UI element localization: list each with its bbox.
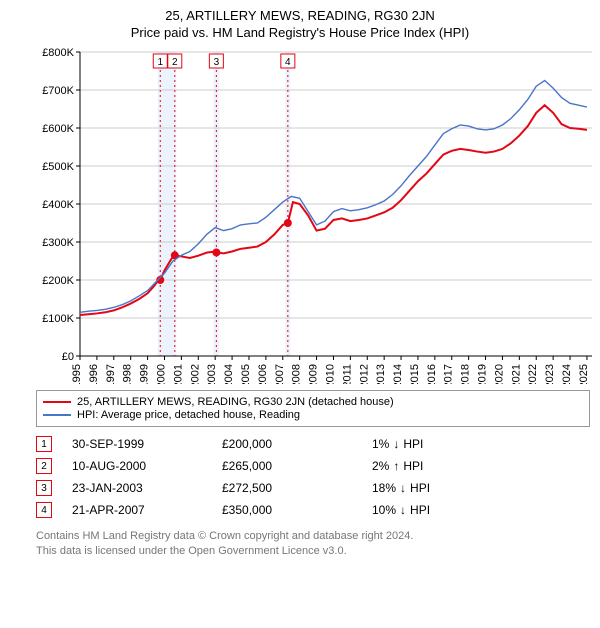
- svg-text:2015: 2015: [409, 364, 421, 384]
- svg-text:2020: 2020: [493, 364, 505, 384]
- svg-text:1997: 1997: [105, 364, 117, 384]
- svg-text:£400K: £400K: [42, 199, 74, 211]
- svg-text:2023: 2023: [544, 364, 556, 384]
- svg-text:£700K: £700K: [42, 85, 74, 97]
- legend-label: HPI: Average price, detached house, Read…: [77, 409, 300, 421]
- svg-text:4: 4: [285, 57, 291, 68]
- sale-marker-index: 3: [36, 480, 52, 496]
- sale-price: £265,000: [222, 459, 372, 473]
- svg-text:2011: 2011: [341, 364, 353, 384]
- svg-text:2007: 2007: [274, 364, 286, 384]
- arrow-down-icon: ↓: [400, 503, 406, 517]
- svg-text:£500K: £500K: [42, 161, 74, 173]
- svg-text:£600K: £600K: [42, 123, 74, 135]
- footer-text: Contains HM Land Registry data © Crown c…: [36, 529, 576, 560]
- svg-text:3: 3: [214, 57, 220, 68]
- svg-text:2005: 2005: [240, 364, 252, 384]
- footer-line-1: Contains HM Land Registry data © Crown c…: [36, 529, 576, 544]
- svg-text:2012: 2012: [358, 364, 370, 384]
- table-row: 2 10-AUG-2000£265,0002%↑HPI: [36, 455, 576, 477]
- svg-text:£800K: £800K: [42, 47, 74, 59]
- sale-hpi-delta: 1%↓HPI: [372, 437, 423, 451]
- page-title: 25, ARTILLERY MEWS, READING, RG30 2JN: [0, 8, 600, 23]
- svg-text:2018: 2018: [460, 364, 472, 384]
- svg-text:1999: 1999: [139, 364, 151, 384]
- svg-text:2025: 2025: [578, 364, 590, 384]
- svg-text:1998: 1998: [122, 364, 134, 384]
- svg-text:1: 1: [157, 57, 163, 68]
- sale-marker-index: 1: [36, 436, 52, 452]
- arrow-down-icon: ↓: [393, 437, 399, 451]
- legend-item: 25, ARTILLERY MEWS, READING, RG30 2JN (d…: [43, 396, 583, 408]
- svg-text:2016: 2016: [426, 364, 438, 384]
- sales-table: 1 30-SEP-1999£200,0001%↓HPI 2 10-AUG-2000£2…: [36, 433, 576, 521]
- svg-text:£100K: £100K: [42, 313, 74, 325]
- table-row: 4 21-APR-2007£350,00010%↓HPI: [36, 499, 576, 521]
- sale-marker-index: 2: [36, 458, 52, 474]
- footer-line-2: This data is licensed under the Open Gov…: [36, 544, 576, 559]
- arrow-up-icon: ↑: [393, 459, 399, 473]
- sale-date: 30-SEP-1999: [72, 437, 222, 451]
- chart-area: £0 £100K £200K £300K £400K £500K £600K £700K £80…: [36, 44, 596, 384]
- svg-text:2019: 2019: [477, 364, 489, 384]
- svg-text:1996: 1996: [88, 364, 100, 384]
- chart-svg: £0 £100K £200K £300K £400K £500K £600K £700K £80…: [36, 44, 596, 384]
- svg-text:2010: 2010: [324, 364, 336, 384]
- svg-text:2: 2: [172, 57, 178, 68]
- svg-text:2008: 2008: [291, 364, 303, 384]
- sale-date: 10-AUG-2000: [72, 459, 222, 473]
- sale-date: 23-JAN-2003: [72, 481, 222, 495]
- svg-text:2002: 2002: [189, 364, 201, 384]
- page-subtitle: Price paid vs. HM Land Registry's House …: [0, 25, 600, 40]
- sale-hpi-delta: 10%↓HPI: [372, 503, 430, 517]
- sale-price: £272,500: [222, 481, 372, 495]
- sale-hpi-delta: 18%↓HPI: [372, 481, 430, 495]
- svg-text:£200K: £200K: [42, 275, 74, 287]
- sale-price: £200,000: [222, 437, 372, 451]
- table-row: 3 23-JAN-2003£272,50018%↓HPI: [36, 477, 576, 499]
- legend-label: 25, ARTILLERY MEWS, READING, RG30 2JN (d…: [77, 396, 394, 408]
- svg-text:2021: 2021: [510, 364, 522, 384]
- sale-hpi-delta: 2%↑HPI: [372, 459, 423, 473]
- svg-text:2003: 2003: [206, 364, 218, 384]
- legend-swatch: [43, 401, 71, 403]
- svg-text:2009: 2009: [308, 364, 320, 384]
- arrow-down-icon: ↓: [400, 481, 406, 495]
- svg-text:£300K: £300K: [42, 237, 74, 249]
- sale-price: £350,000: [222, 503, 372, 517]
- sale-marker-index: 4: [36, 502, 52, 518]
- legend-swatch: [43, 414, 71, 416]
- svg-text:2024: 2024: [561, 364, 573, 384]
- svg-text:2006: 2006: [257, 364, 269, 384]
- svg-text:2001: 2001: [172, 364, 184, 384]
- svg-text:2017: 2017: [443, 364, 455, 384]
- svg-text:2022: 2022: [527, 364, 539, 384]
- legend-item: HPI: Average price, detached house, Read…: [43, 409, 583, 421]
- svg-text:2004: 2004: [223, 364, 235, 384]
- sale-date: 21-APR-2007: [72, 503, 222, 517]
- svg-text:£0: £0: [62, 351, 74, 363]
- svg-text:2013: 2013: [375, 364, 387, 384]
- svg-text:2014: 2014: [392, 364, 404, 384]
- svg-text:1995: 1995: [71, 364, 83, 384]
- svg-text:2000: 2000: [155, 364, 167, 384]
- legend-box: 25, ARTILLERY MEWS, READING, RG30 2JN (d…: [36, 390, 590, 427]
- table-row: 1 30-SEP-1999£200,0001%↓HPI: [36, 433, 576, 455]
